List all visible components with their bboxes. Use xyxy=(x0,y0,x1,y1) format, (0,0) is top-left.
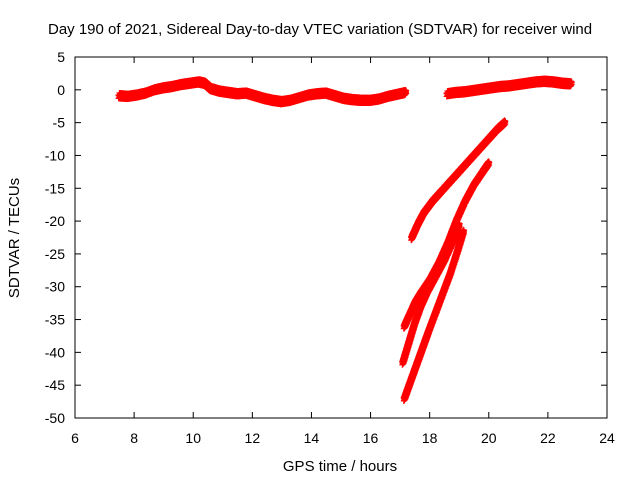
y-tick-label: -5 xyxy=(53,115,66,131)
chart-title: Day 190 of 2021, Sidereal Day-to-day VTE… xyxy=(48,21,592,38)
x-tick-label: 14 xyxy=(304,430,320,446)
y-tick-label: -40 xyxy=(45,344,65,360)
y-tick-label: 0 xyxy=(57,82,65,98)
x-tick-label: 16 xyxy=(363,430,379,446)
y-tick-label: -45 xyxy=(45,377,65,393)
plot-frame xyxy=(74,56,608,419)
plot-frame-border xyxy=(74,56,608,419)
x-tick-label: 6 xyxy=(71,430,79,446)
x-axis-ticks: 6 8 10 12 14 16 18 20 22 24 xyxy=(71,57,615,446)
y-tick-label: -25 xyxy=(45,246,65,262)
y-tick-label: -10 xyxy=(45,147,65,163)
y-tick-label: -20 xyxy=(45,213,65,229)
y-tick-label: -15 xyxy=(45,180,65,196)
y-axis-ticks: 5 0 -5 -10 -15 -20 -25 -30 -35 -40 -45 -50 xyxy=(45,49,607,426)
x-tick-label: 22 xyxy=(540,430,556,446)
y-tick-label: -50 xyxy=(45,410,65,426)
x-tick-label: 24 xyxy=(599,430,615,446)
y-tick-label: 5 xyxy=(57,49,65,65)
y-tick-label: -30 xyxy=(45,279,65,295)
x-tick-label: 20 xyxy=(481,430,497,446)
x-tick-label: 12 xyxy=(245,430,261,446)
x-tick-label: 10 xyxy=(185,430,201,446)
data-points xyxy=(115,75,575,405)
x-tick-label: 8 xyxy=(130,430,138,446)
x-tick-label: 18 xyxy=(422,430,438,446)
y-tick-label: -35 xyxy=(45,312,65,328)
